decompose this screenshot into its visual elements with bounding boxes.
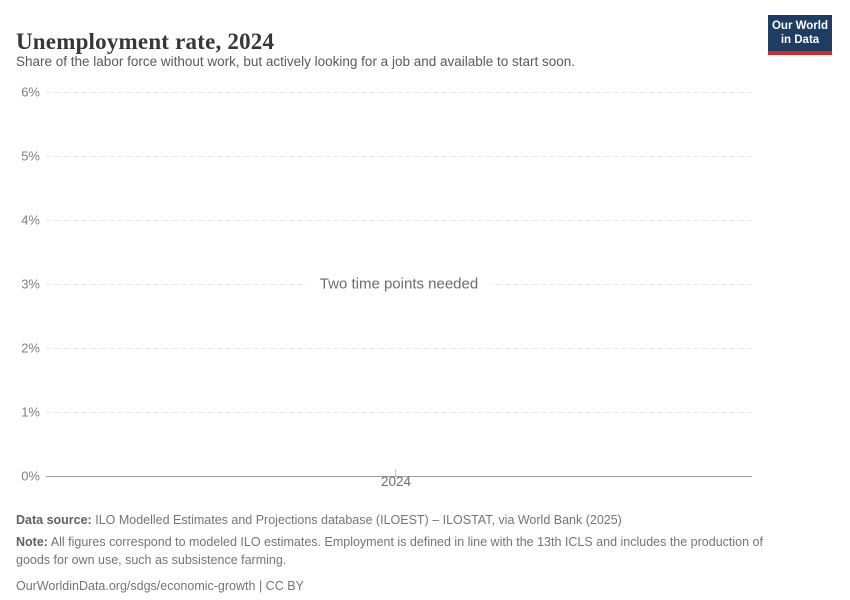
chart-title: Unemployment rate, 2024 <box>16 29 275 55</box>
gridline <box>46 411 752 413</box>
separator: | <box>258 579 263 594</box>
owid-logo[interactable]: Our World in Data <box>768 15 832 55</box>
y-axis-tick-label: 4% <box>21 212 40 228</box>
gridline <box>46 91 752 93</box>
gridline <box>46 347 752 349</box>
owid-logo-line2: in Data <box>780 34 820 47</box>
plot-area: 6% 5% 4% 3% 2% 1% 0% Two time points nee… <box>16 86 752 489</box>
note-line: Note: All figures correspond to modeled … <box>16 534 788 570</box>
y-axis-tick-label: 3% <box>21 276 40 292</box>
y-axis-tick-label: 5% <box>21 148 40 164</box>
y-axis-tick-label: 2% <box>21 340 40 356</box>
data-source-label: Data source: <box>16 513 92 527</box>
y-axis-tick-label: 6% <box>21 84 40 100</box>
x-axis-tick-mark <box>395 469 396 476</box>
y-axis-tick-label: 1% <box>21 404 40 420</box>
citation-line: OurWorldinData.org/sdgs/economic-growth … <box>16 578 788 596</box>
data-source-text: ILO Modelled Estimates and Projections d… <box>95 513 622 527</box>
note-text: All figures correspond to modeled ILO es… <box>16 534 763 567</box>
data-source-line: Data source: ILO Modelled Estimates and … <box>16 512 788 530</box>
x-axis-tick-label: 2024 <box>380 474 412 489</box>
license-label: CC BY <box>265 579 304 594</box>
chart-subtitle: Share of the labor force without work, b… <box>16 54 576 69</box>
x-axis-line <box>46 475 752 477</box>
canonical-url-link[interactable]: OurWorldinData.org/sdgs/economic-growth <box>16 579 256 594</box>
y-axis-tick-label: 0% <box>21 468 40 484</box>
gridline <box>46 155 752 157</box>
gridline <box>46 219 752 221</box>
owid-logo-line1: Our World <box>771 20 828 32</box>
chart-footer: Data source: ILO Modelled Estimates and … <box>16 512 788 600</box>
note-label: Note: <box>16 534 48 549</box>
empty-state-message: Two time points needed <box>46 273 752 295</box>
